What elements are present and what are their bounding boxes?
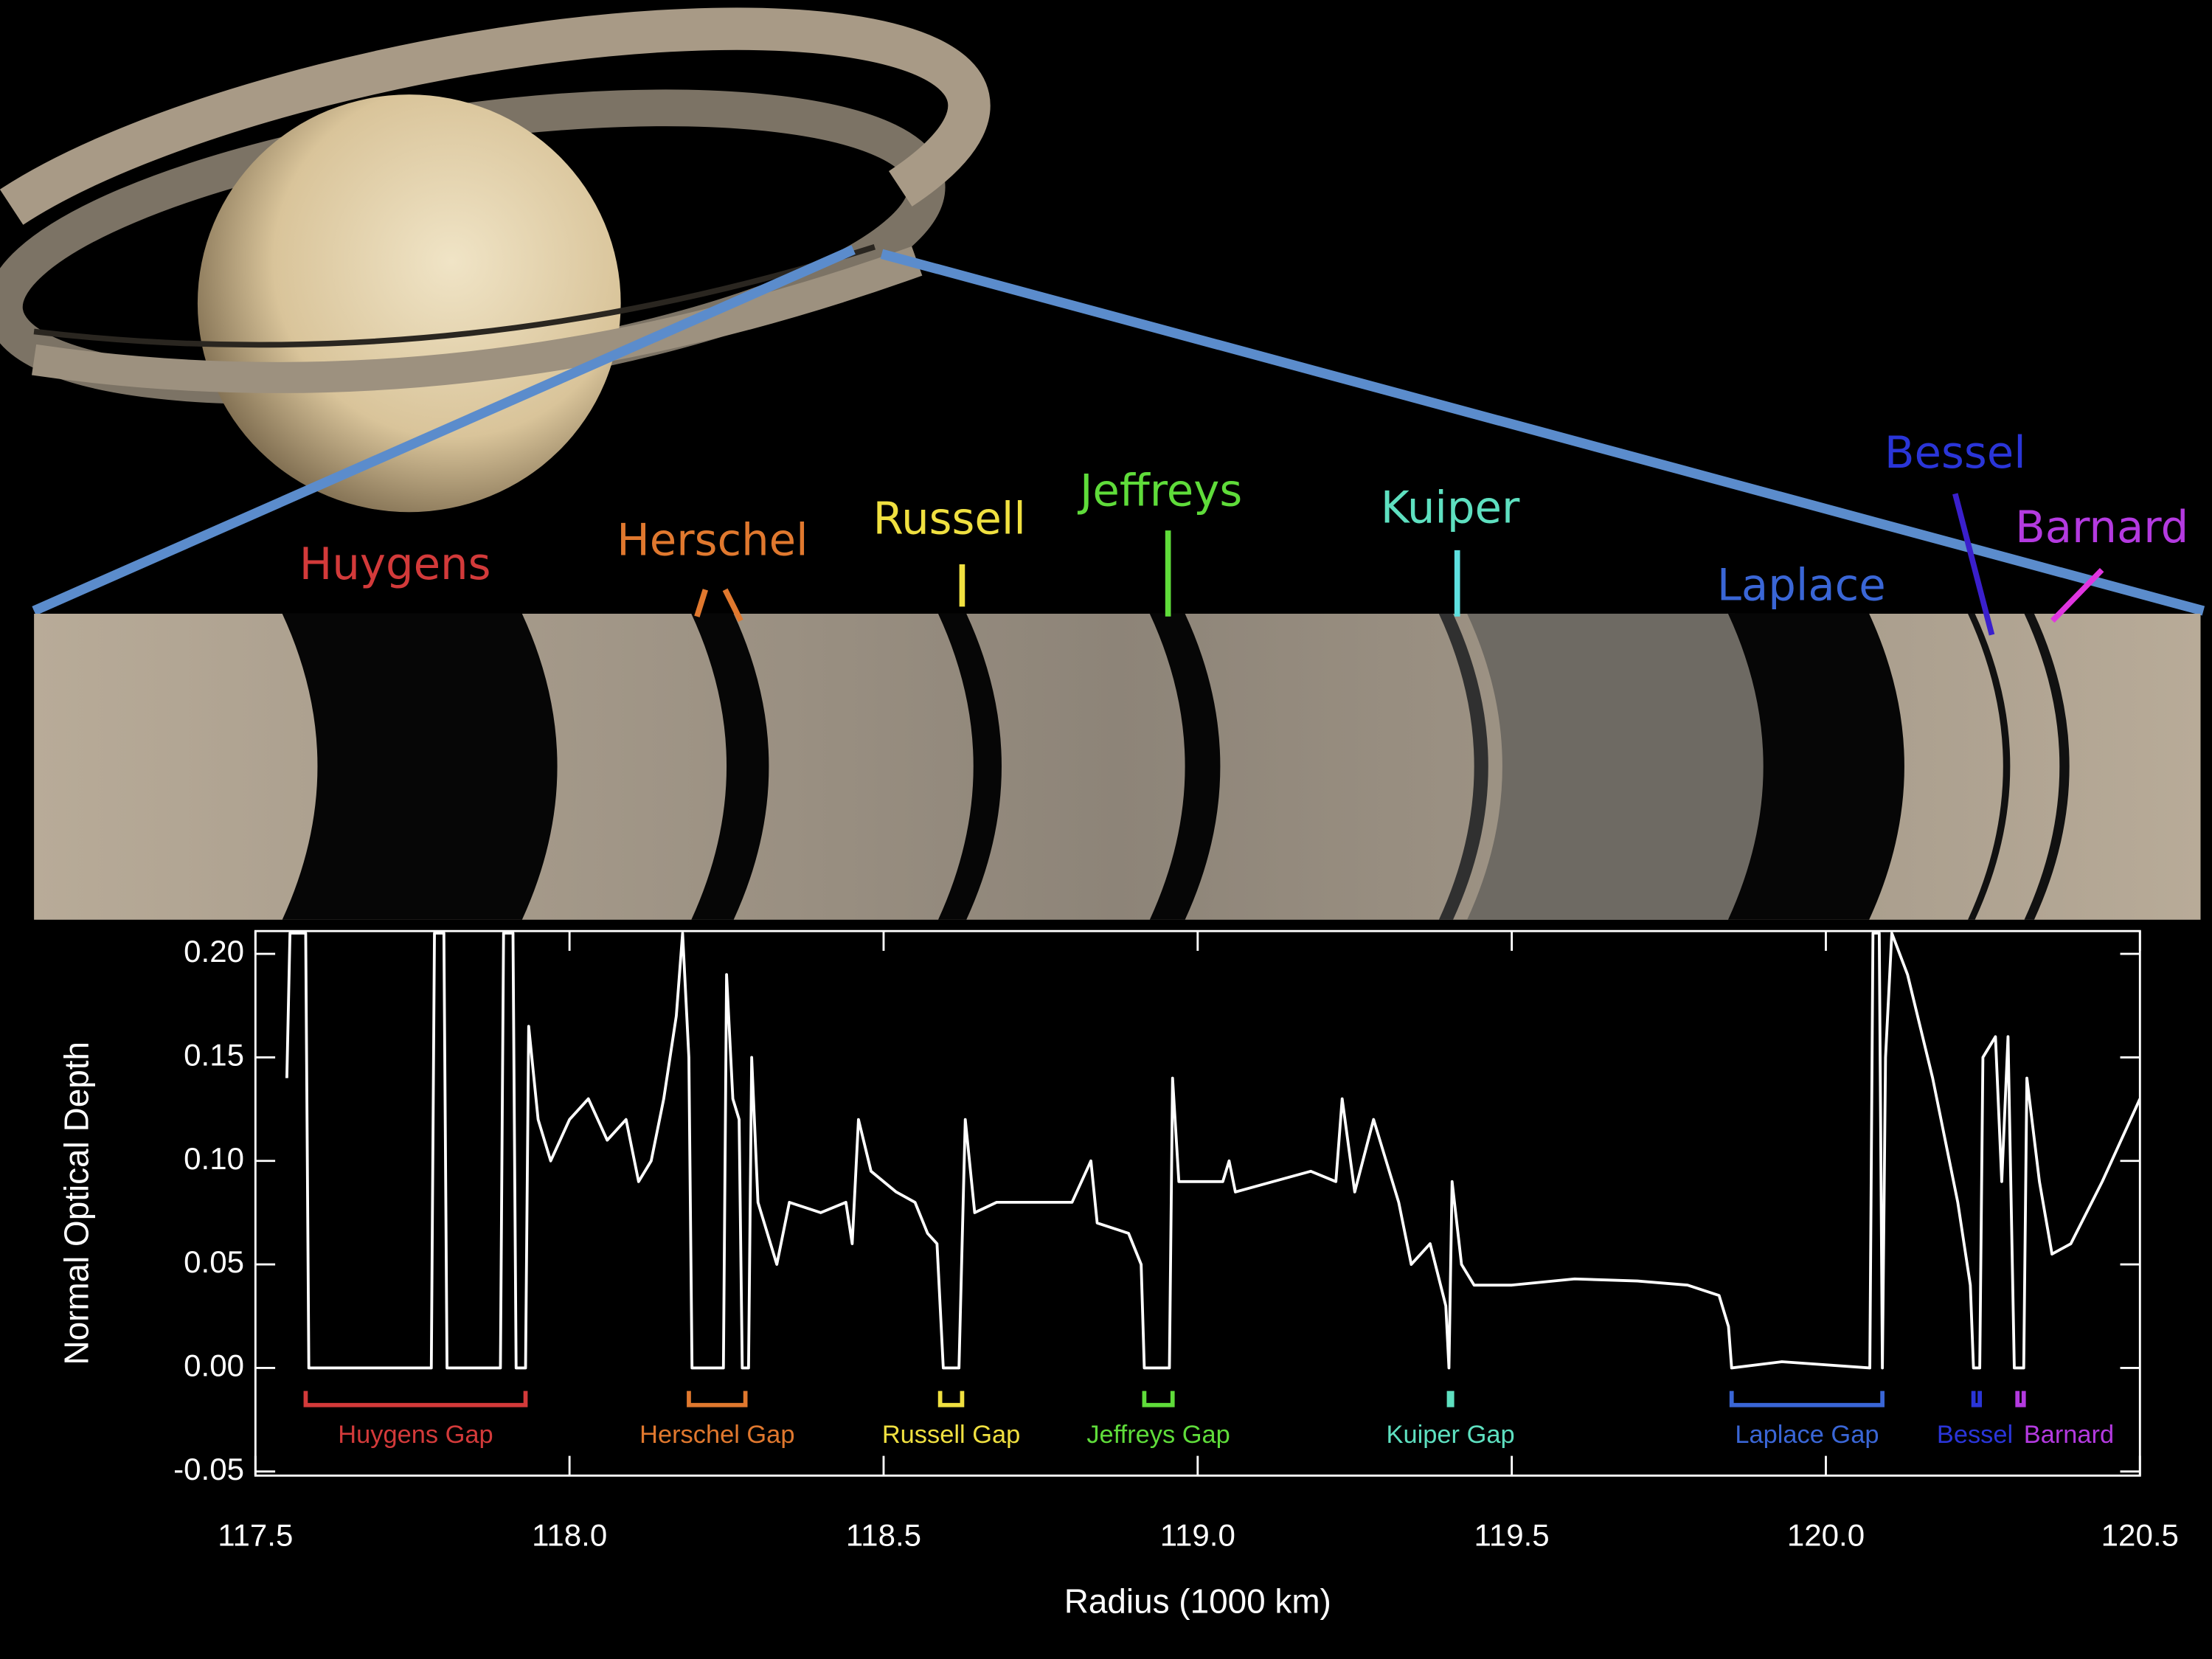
- gap-bracket: [1446, 1390, 1455, 1407]
- y-tick-label: 0.15: [184, 1038, 244, 1073]
- x-tick-label: 120.5: [2101, 1518, 2179, 1553]
- gap-label: Huygens Gap: [338, 1421, 493, 1449]
- ring-strip: [34, 613, 2201, 920]
- gap-bracket: [2015, 1390, 2026, 1407]
- y-tick-label: 0.20: [184, 934, 244, 969]
- gap-label: Kuiper Gap: [1387, 1421, 1515, 1449]
- x-tick-label: 117.5: [218, 1518, 293, 1553]
- x-tick-label: 120.0: [1787, 1518, 1865, 1553]
- gap-bracket: [1971, 1390, 1982, 1407]
- photo-label: Herschel: [617, 514, 808, 565]
- plot-frame: [254, 929, 2141, 1477]
- gap-label: Russell Gap: [882, 1421, 1020, 1449]
- zoom-line: [880, 249, 2205, 616]
- gap-bracket: [1729, 1390, 1885, 1407]
- gap-label: Bessel: [1937, 1421, 2013, 1449]
- y-tick-label: 0.00: [184, 1348, 244, 1383]
- x-tick-label: 118.5: [846, 1518, 921, 1553]
- y-tick-label: 0.10: [184, 1141, 244, 1176]
- gap-label: Jeffreys Gap: [1086, 1421, 1230, 1449]
- gap-bracket: [687, 1390, 748, 1407]
- photo-label: Barnard: [2015, 502, 2188, 553]
- gap-label: Herschel Gap: [639, 1421, 794, 1449]
- y-tick-label: 0.05: [184, 1244, 244, 1279]
- photo-markers: [694, 493, 2104, 636]
- y-tick-label: -0.05: [173, 1452, 244, 1486]
- gap-bracket: [937, 1390, 965, 1407]
- gap-label: Laplace Gap: [1735, 1421, 1879, 1449]
- gap-bracket: [1142, 1390, 1175, 1407]
- photo-label: Huygens: [299, 538, 491, 589]
- photo-label: Jeffreys: [1077, 465, 1242, 516]
- saturn-image: [0, 7, 991, 513]
- photo-label: Laplace: [1717, 560, 1886, 611]
- photo-label: Russell: [873, 493, 1026, 544]
- data-line: [285, 932, 2140, 1370]
- gap-label: Barnard: [2024, 1421, 2114, 1449]
- gap-bracket: [303, 1390, 528, 1407]
- y-axis-title: Normal Optical Depth: [57, 1042, 95, 1365]
- x-axis-title: Radius (1000 km): [1064, 1582, 1331, 1621]
- x-tick-label: 119.0: [1160, 1518, 1235, 1553]
- x-tick-label: 119.5: [1474, 1518, 1550, 1553]
- photo-label: Kuiper: [1381, 482, 1520, 533]
- zoom-line: [32, 245, 856, 616]
- photo-labels: Huygens Herschel Russell Jeffreys Kuiper Lapl…: [299, 427, 2188, 611]
- x-tick-label: 118.0: [532, 1518, 607, 1553]
- photo-label: Bessel: [1885, 427, 2026, 478]
